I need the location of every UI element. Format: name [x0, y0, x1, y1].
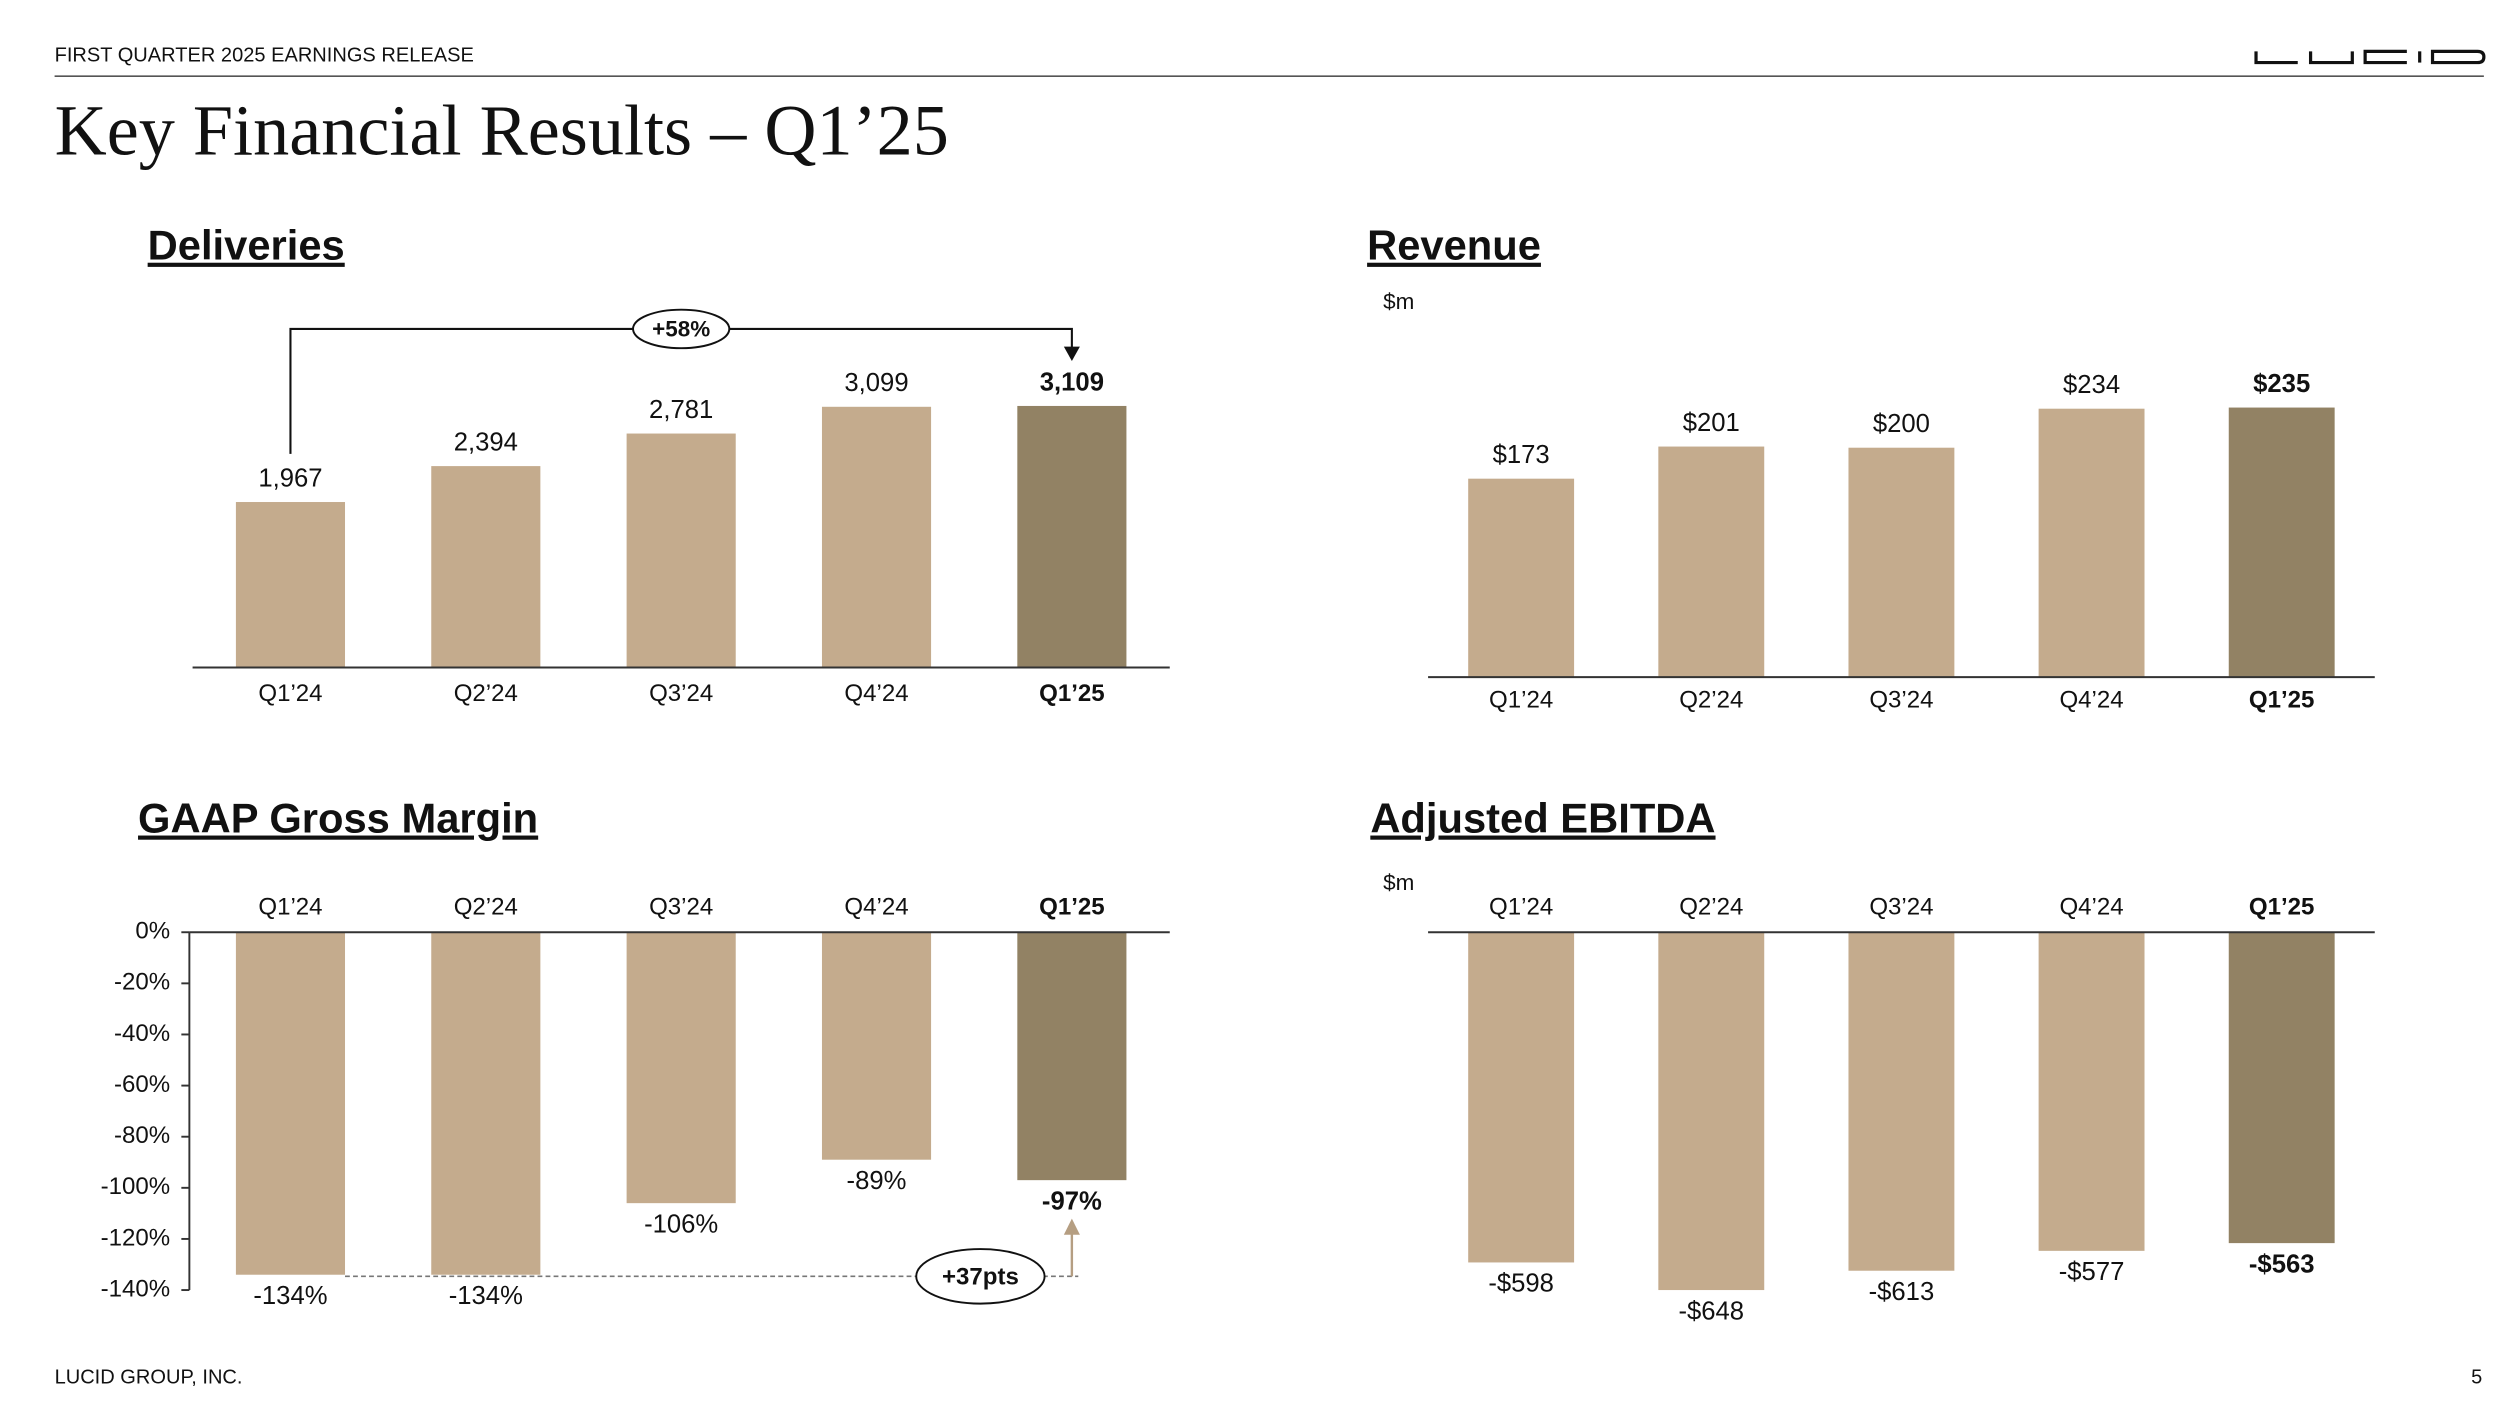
value-label: 2,781 [649, 396, 713, 424]
x-tick-label: Q1’24 [258, 894, 322, 921]
bar [1658, 932, 1765, 1291]
y-tick-label: -60% [114, 1071, 170, 1098]
x-tick-label: Q3’24 [1869, 894, 1933, 921]
slide-title: Key Financial Results – Q1’25 [55, 91, 949, 171]
value-label: $201 [1683, 409, 1740, 437]
bar [1468, 478, 1575, 678]
bar [2038, 408, 2145, 678]
x-tick-label: Q2’24 [454, 894, 518, 921]
bar [2228, 932, 2335, 1244]
x-tick-label: Q3’24 [649, 894, 713, 921]
x-tick-label: Q3’24 [649, 680, 713, 707]
value-label: -106% [644, 1210, 718, 1238]
annotation-arrow [1063, 346, 1080, 362]
x-tick-label: Q4’24 [2059, 687, 2123, 714]
x-tick-label: Q4’24 [844, 894, 908, 921]
x-tick-label: Q4’24 [2059, 894, 2123, 921]
x-tick-label: Q1’24 [1489, 687, 1553, 714]
value-label: -$598 [1488, 1270, 1554, 1298]
x-tick-label: Q1’25 [1039, 680, 1105, 707]
annotation-text: +37pts [942, 1263, 1019, 1290]
x-tick-label: Q2’24 [454, 680, 518, 707]
chart-title: GAAP Gross Margin [138, 795, 538, 842]
bar [821, 406, 932, 668]
bar [626, 433, 736, 668]
value-label: 2,394 [454, 428, 518, 456]
y-tick-label: -80% [114, 1122, 170, 1149]
annotation-bubble [632, 308, 731, 350]
chart-title: Adjusted EBITDA [1370, 795, 1715, 842]
bar [1848, 932, 1955, 1271]
bar [1658, 446, 1765, 678]
value-label: $200 [1873, 410, 1930, 438]
value-label: -$577 [2059, 1258, 2125, 1286]
value-label: -97% [1042, 1187, 1102, 1215]
bar [1017, 405, 1127, 668]
bar [821, 932, 932, 1160]
value-label: 1,967 [258, 464, 322, 492]
header-text: FIRST QUARTER 2025 EARNINGS RELEASE [55, 44, 474, 66]
bar [431, 466, 541, 668]
value-label: 3,109 [1040, 368, 1104, 396]
value-label: $173 [1493, 441, 1550, 469]
x-tick-label: Q2’24 [1679, 687, 1743, 714]
value-label: -134% [449, 1282, 523, 1310]
bar [2038, 932, 2145, 1251]
bar [626, 932, 736, 1204]
chart-title: Revenue [1367, 222, 1541, 269]
value-label: -89% [847, 1167, 907, 1195]
x-tick-label: Q1’25 [1039, 894, 1105, 921]
y-tick-label: -140% [101, 1275, 171, 1302]
unit-label: $m [1383, 289, 1414, 314]
x-tick-label: Q4’24 [844, 680, 908, 707]
bar [2228, 407, 2335, 678]
value-label: -$613 [1869, 1278, 1935, 1306]
bar [1017, 932, 1127, 1181]
y-tick-label: -100% [101, 1173, 171, 1200]
y-tick-label: -40% [114, 1020, 170, 1047]
value-label: -134% [253, 1282, 327, 1310]
annotation-arrow [1063, 1218, 1080, 1235]
page-number: 5 [2471, 1367, 2482, 1389]
x-tick-label: Q1’24 [1489, 894, 1553, 921]
bar [431, 932, 541, 1275]
chart-title: Deliveries [148, 222, 345, 269]
bar [235, 502, 346, 668]
x-tick-label: Q3’24 [1869, 687, 1933, 714]
value-label: 3,099 [844, 369, 908, 397]
y-tick-label: 0% [135, 918, 170, 945]
y-tick-label: -120% [101, 1224, 171, 1251]
logo [2254, 49, 2486, 65]
annotation-bubble [915, 1248, 1046, 1305]
bar [1848, 447, 1955, 678]
x-tick-label: Q1’25 [2249, 687, 2315, 714]
bar [1468, 932, 1575, 1263]
value-label: -$648 [1678, 1297, 1744, 1325]
bar [235, 932, 346, 1275]
value-label: $235 [2253, 370, 2310, 398]
annotation-text: +58% [652, 316, 710, 341]
value-label: $234 [2063, 371, 2120, 399]
unit-label: $m [1383, 870, 1414, 895]
y-tick-label: -20% [114, 969, 170, 996]
x-tick-label: Q1’24 [258, 680, 322, 707]
value-label: -$563 [2249, 1250, 2315, 1278]
x-tick-label: Q1’25 [2249, 894, 2315, 921]
x-tick-label: Q2’24 [1679, 894, 1743, 921]
footer-company: LUCID GROUP, INC. [55, 1367, 243, 1389]
